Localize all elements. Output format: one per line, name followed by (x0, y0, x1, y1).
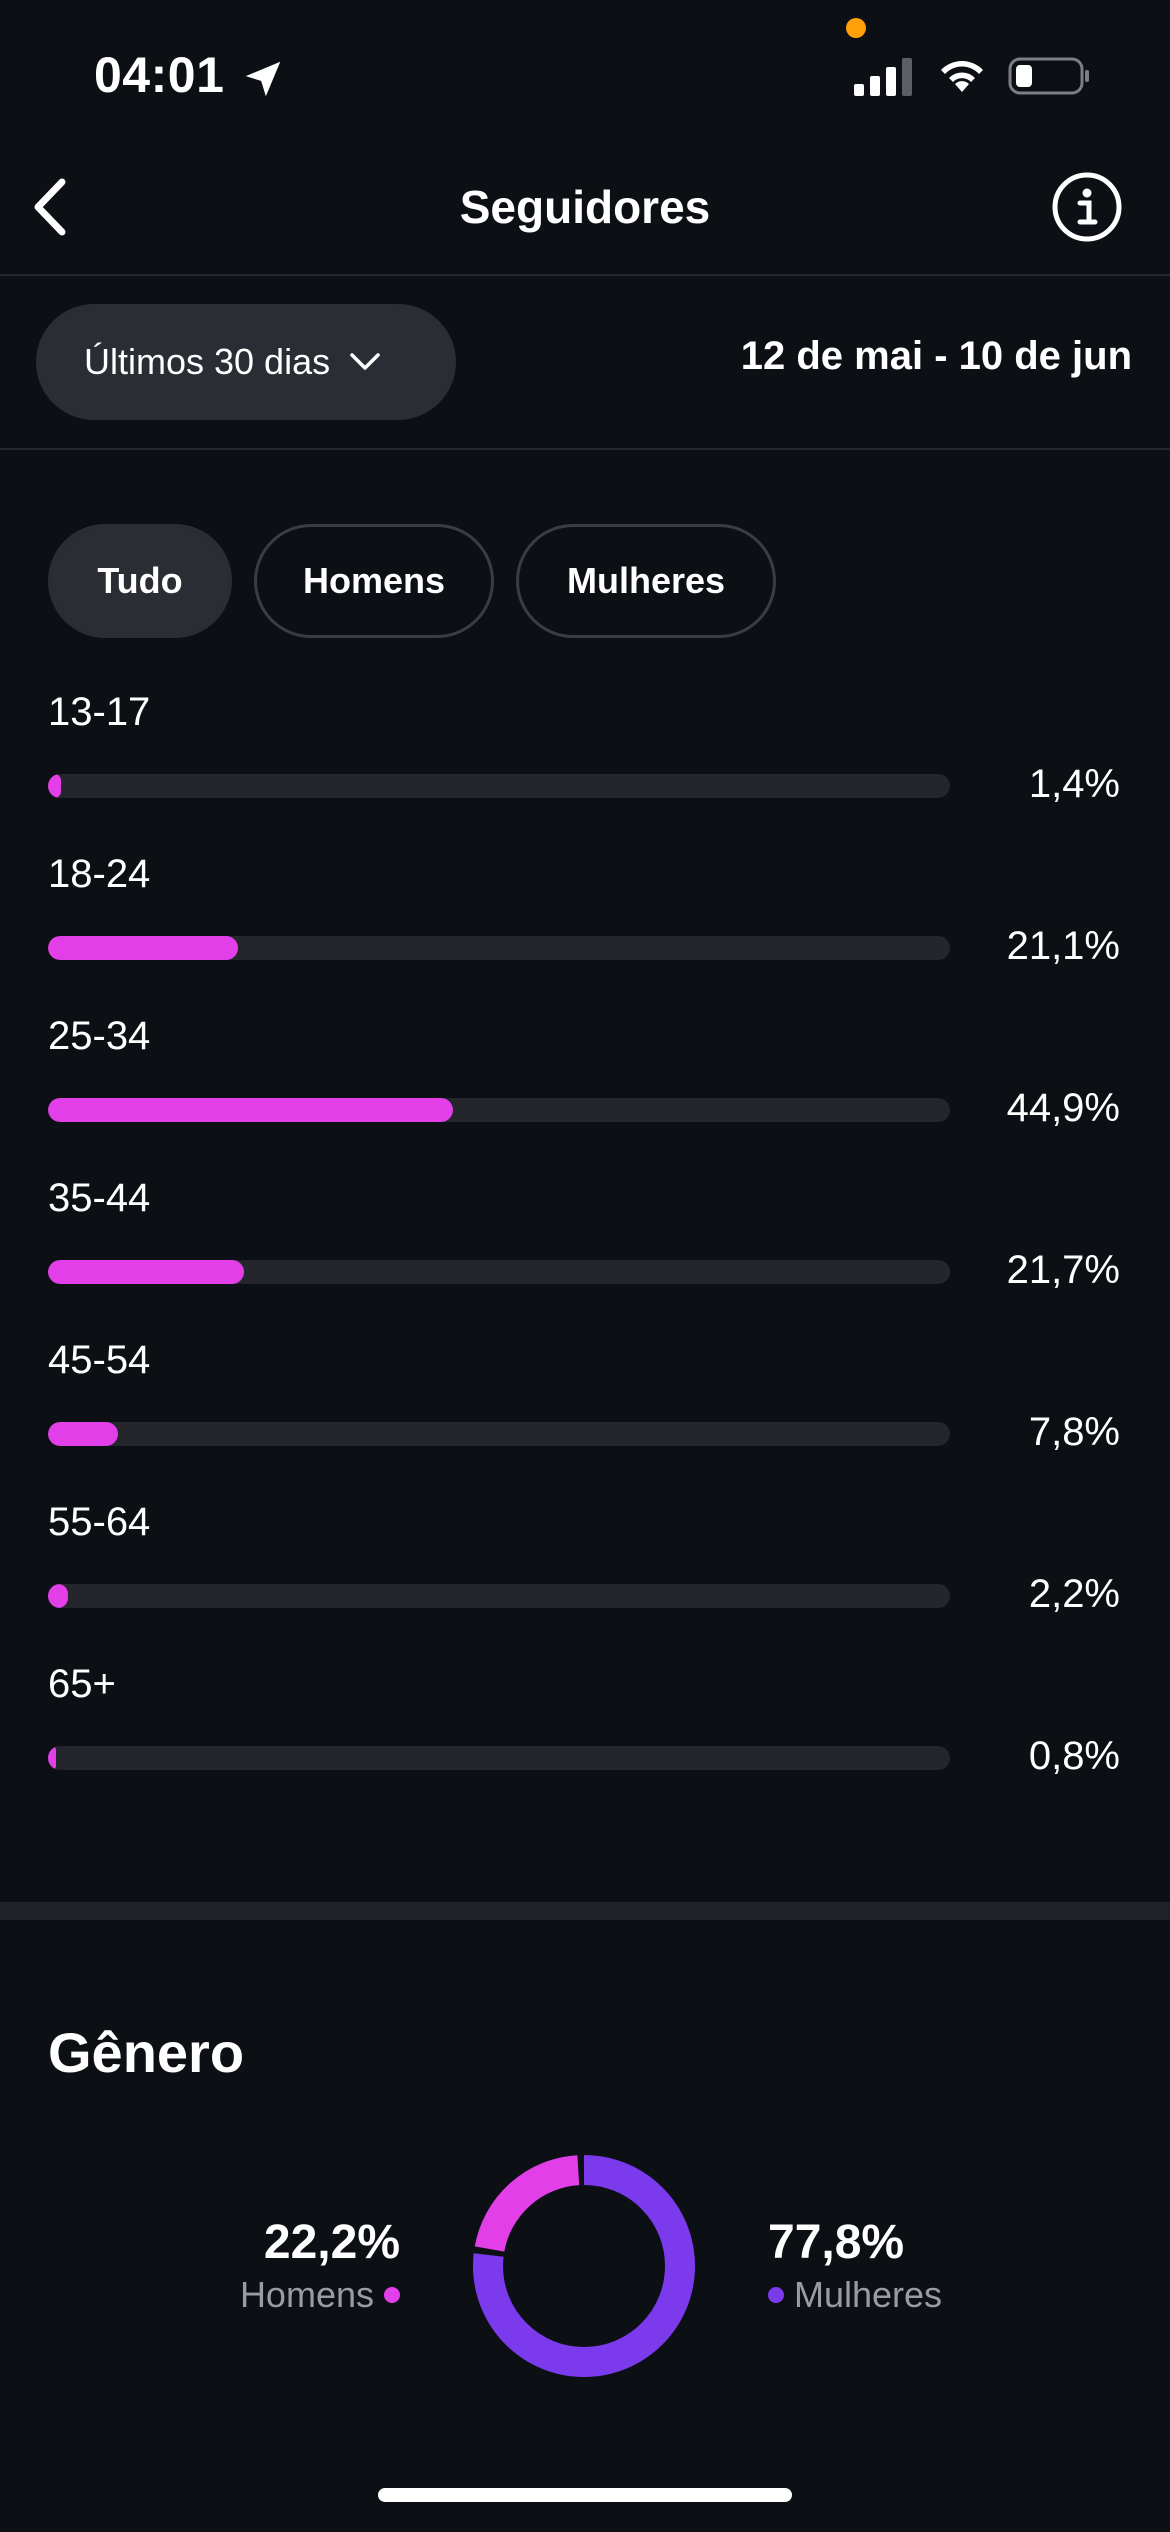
period-row: Últimos 30 dias 12 de mai - 10 de jun (0, 276, 1170, 450)
age-bar (48, 1584, 68, 1608)
age-value-label: 2,2% (1028, 1572, 1120, 1616)
age-value-label: 7,8% (1028, 1410, 1120, 1454)
age-label: 13-17 (48, 690, 151, 734)
age-bar-track (48, 936, 950, 960)
header: Seguidores (0, 150, 1170, 276)
age-value-label: 21,1% (1006, 924, 1120, 968)
age-row-13-17: 13-17 1,4% (48, 690, 1120, 852)
age-row-65plus: 65+ 0,8% (48, 1662, 1120, 1824)
age-bar-track (48, 1098, 950, 1122)
age-bar-track (48, 774, 950, 798)
period-dropdown[interactable]: Últimos 30 dias (36, 304, 456, 420)
gender-women-percent: 77,8% (768, 2216, 905, 2269)
status-bar: 04:01 (0, 0, 1170, 150)
cellular-signal-icon (854, 58, 912, 96)
age-bar (48, 1746, 56, 1770)
recording-indicator (846, 18, 866, 38)
filter-chips: Tudo Homens Mulheres (48, 524, 798, 638)
age-bar (48, 936, 239, 960)
age-value-label: 21,7% (1006, 1248, 1120, 1292)
age-row-55-64: 55-64 2,2% (48, 1500, 1120, 1662)
age-value-label: 0,8% (1028, 1734, 1120, 1778)
age-bar-track (48, 1746, 950, 1770)
location-arrow-icon (245, 61, 281, 97)
home-indicator (378, 2488, 792, 2502)
age-bar-track (48, 1260, 950, 1284)
section-divider (0, 1902, 1170, 1920)
age-bar-track (48, 1422, 950, 1446)
gender-women-dot (768, 2287, 784, 2304)
gender-women-label: Mulheres (794, 2274, 943, 2316)
age-bar (48, 774, 61, 798)
period-selected-label: Últimos 30 dias (84, 341, 331, 382)
status-time: 04:01 (94, 47, 225, 103)
age-bar-track (48, 1584, 950, 1608)
info-circle-icon[interactable] (1050, 170, 1124, 244)
chevron-down-icon (350, 353, 380, 370)
filter-chip-men[interactable]: Homens (254, 524, 494, 638)
gender-men-legend: 22,2% Homens (239, 2216, 400, 2316)
gender-section-title: Gênero (48, 2021, 245, 2084)
page-title: Seguidores (459, 181, 711, 233)
age-distribution-chart: 13-17 1,4% 18-24 21,1% 25-34 44,9% 35-44 21,7% 4… (48, 690, 1120, 1824)
age-label: 35-44 (48, 1176, 151, 1220)
age-label: 25-34 (48, 1014, 151, 1058)
age-row-35-44: 35-44 21,7% (48, 1176, 1120, 1338)
gender-donut-chart (473, 2155, 695, 2377)
battery-icon (1008, 57, 1089, 95)
age-value-label: 1,4% (1028, 762, 1120, 806)
filter-chip-all[interactable]: Tudo (48, 524, 232, 638)
age-value-label: 44,9% (1006, 1086, 1120, 1130)
gender-women-legend: 77,8% Mulheres (768, 2216, 943, 2316)
filter-chip-women[interactable]: Mulheres (516, 524, 776, 638)
gender-men-percent: 22,2% (263, 2216, 400, 2269)
age-row-45-54: 45-54 7,8% (48, 1338, 1120, 1500)
age-bar (48, 1422, 119, 1446)
date-range: 12 de mai - 10 de jun (740, 334, 1132, 378)
gender-men-dot (384, 2287, 400, 2304)
gender-women-segment (473, 2155, 695, 2377)
age-row-25-34: 25-34 44,9% (48, 1014, 1120, 1176)
chevron-left-icon[interactable] (22, 172, 78, 242)
age-label: 18-24 (48, 852, 151, 896)
age-row-18-24: 18-24 21,1% (48, 852, 1120, 1014)
wifi-icon (941, 61, 983, 92)
gender-men-label: Homens (239, 2274, 374, 2316)
age-label: 45-54 (48, 1338, 151, 1382)
age-label: 65+ (48, 1662, 116, 1706)
age-label: 55-64 (48, 1500, 151, 1544)
age-bar (48, 1098, 453, 1122)
age-bar (48, 1260, 244, 1284)
